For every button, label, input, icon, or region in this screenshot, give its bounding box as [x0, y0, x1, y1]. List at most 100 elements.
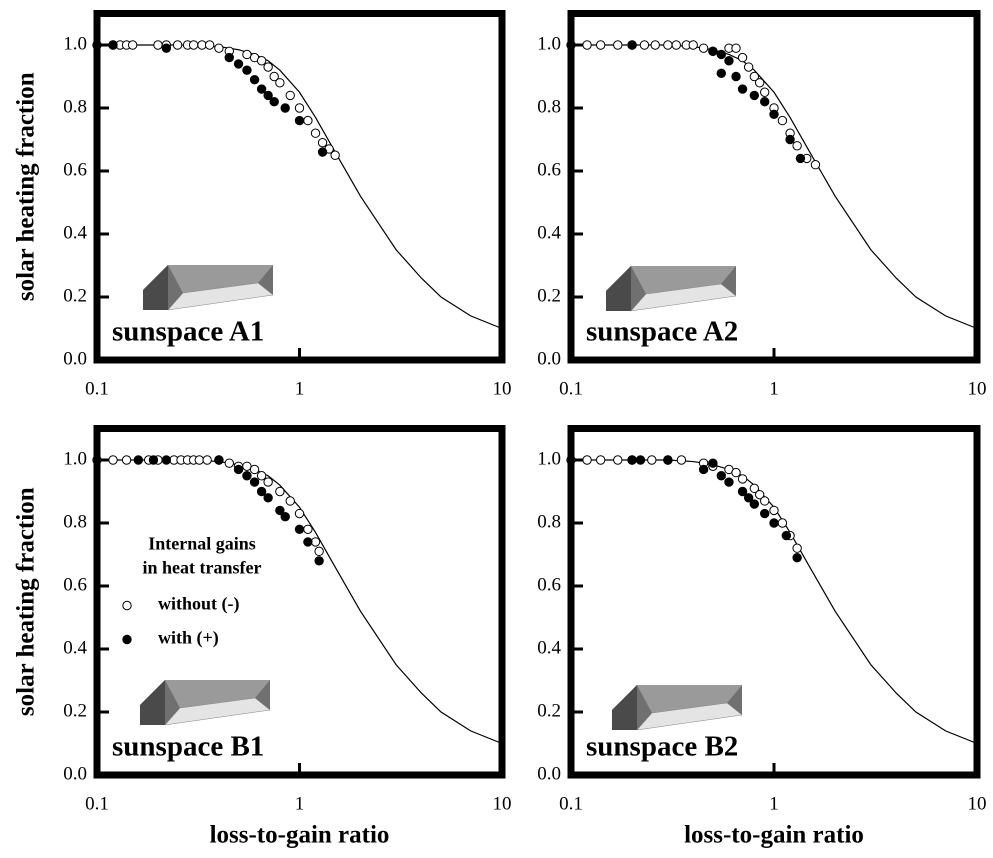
- figure: 0.00.20.40.60.81.00.1110sunspace A1solar…: [0, 0, 993, 858]
- point-with: [149, 456, 157, 464]
- point-with: [234, 465, 242, 473]
- point-with: [162, 456, 170, 464]
- legend-title: in heat transfer: [143, 558, 262, 578]
- point-without: [203, 456, 211, 464]
- x-axis-label: loss-to-gain ratio: [684, 822, 864, 849]
- y-tick-label: 1.0: [537, 33, 561, 54]
- point-without: [154, 41, 162, 49]
- y-tick-label: 0.8: [63, 511, 87, 532]
- point-with: [793, 553, 801, 561]
- point-with: [796, 154, 804, 162]
- point-with: [295, 116, 303, 124]
- point-with: [257, 85, 265, 93]
- x-tick-label: 1: [769, 793, 779, 814]
- point-without: [315, 547, 323, 555]
- point-without: [304, 525, 312, 533]
- y-tick-label: 0.4: [63, 222, 87, 243]
- point-without: [276, 487, 284, 495]
- point-without: [699, 44, 707, 52]
- point-without: [614, 41, 622, 49]
- y-tick-label: 1.0: [537, 448, 561, 469]
- legend-marker: [123, 601, 131, 609]
- point-with: [786, 135, 794, 143]
- y-tick-label: 0.6: [537, 574, 561, 595]
- point-with: [243, 472, 251, 480]
- point-with: [717, 69, 725, 77]
- point-with: [264, 494, 272, 502]
- point-with: [628, 456, 636, 464]
- point-with: [725, 478, 733, 486]
- point-without: [583, 41, 591, 49]
- x-tick-label: 10: [968, 378, 987, 399]
- point-without: [651, 41, 659, 49]
- point-without: [331, 151, 339, 159]
- point-without: [689, 41, 697, 49]
- point-without: [250, 465, 258, 473]
- x-axis-label: loss-to-gain ratio: [210, 822, 390, 849]
- point-without: [596, 456, 604, 464]
- x-tick-label: 1: [769, 378, 779, 399]
- y-tick-label: 0.6: [63, 574, 87, 595]
- point-without: [732, 468, 740, 476]
- point-without: [770, 506, 778, 514]
- point-without: [189, 41, 197, 49]
- point-without: [304, 116, 312, 124]
- point-without: [286, 497, 294, 505]
- point-without: [243, 50, 251, 58]
- y-tick-label: 0.6: [63, 159, 87, 180]
- panel-title: sunspace B2: [586, 731, 738, 763]
- point-without: [286, 91, 294, 99]
- point-without: [109, 456, 117, 464]
- y-tick-label: 0.2: [537, 700, 561, 721]
- point-with: [770, 110, 778, 118]
- point-without: [318, 138, 326, 146]
- point-without: [744, 63, 752, 71]
- y-tick-label: 0.4: [537, 222, 561, 243]
- y-tick-label: 0.0: [63, 763, 87, 784]
- point-without: [295, 509, 303, 517]
- point-with: [281, 513, 289, 521]
- point-with: [782, 531, 790, 539]
- y-tick-label: 0.6: [537, 159, 561, 180]
- y-tick-label: 0.2: [63, 285, 87, 306]
- point-with: [109, 41, 117, 49]
- point-without: [614, 456, 622, 464]
- point-without: [672, 41, 680, 49]
- point-without: [583, 456, 591, 464]
- point-without: [243, 462, 251, 470]
- point-with: [281, 104, 289, 112]
- y-tick-label: 1.0: [63, 33, 87, 54]
- building-icon: [606, 266, 736, 311]
- point-without: [215, 44, 223, 52]
- point-without: [793, 142, 801, 150]
- point-with: [750, 500, 758, 508]
- point-with: [318, 148, 326, 156]
- y-tick-label: 0.2: [63, 700, 87, 721]
- panel-title: sunspace A2: [586, 316, 738, 348]
- point-with: [761, 98, 769, 106]
- point-without: [778, 116, 786, 124]
- point-with: [738, 85, 746, 93]
- point-with: [243, 66, 251, 74]
- point-without: [257, 57, 265, 65]
- point-with: [257, 487, 265, 495]
- point-with: [270, 98, 278, 106]
- point-with: [717, 50, 725, 58]
- x-tick-label: 10: [493, 378, 512, 399]
- point-with: [636, 456, 644, 464]
- y-axis-label: solar heating fraction: [13, 72, 40, 301]
- point-without: [664, 41, 672, 49]
- point-without: [264, 63, 272, 71]
- point-without: [128, 41, 136, 49]
- x-tick-label: 0.1: [559, 378, 583, 399]
- point-without: [276, 79, 284, 87]
- y-axis-label: solar heating fraction: [13, 487, 40, 716]
- y-tick-label: 0.0: [537, 763, 561, 784]
- building-icon: [143, 265, 273, 310]
- point-without: [640, 41, 648, 49]
- point-without: [122, 456, 130, 464]
- building-icon: [140, 680, 270, 725]
- point-without: [173, 41, 181, 49]
- x-tick-label: 1: [295, 793, 305, 814]
- point-with: [725, 57, 733, 65]
